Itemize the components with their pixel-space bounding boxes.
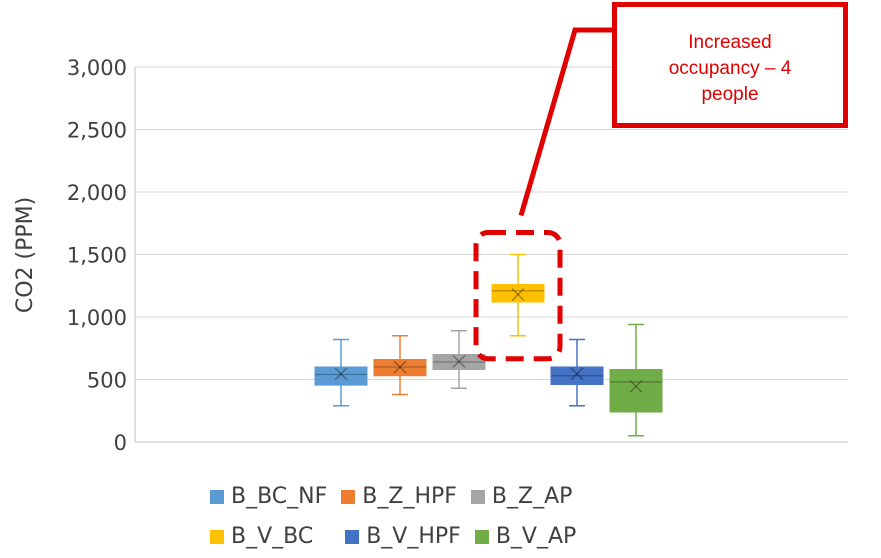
legend-label: B_V_AP [495,524,577,549]
legend-item: B_Z_HPF [341,484,457,509]
y-tick-label: 500 [87,369,127,393]
y-tick-label: 0 [114,431,127,455]
mean-marker [511,288,525,301]
boxes [314,253,663,437]
y-axis-label: CO2 (PPM) [13,197,38,313]
mean-marker [334,367,348,381]
mean-marker [393,360,407,374]
mean-marker [570,367,584,381]
legend-row-1: B_BC_NF B_Z_HPF B_Z_AP [210,484,572,509]
annotation-callout: Increased occupancy – 4 people [612,2,848,128]
mean-marker [629,379,643,393]
legend-label: B_V_HPF [366,524,461,549]
box-body [432,354,486,370]
mean-marker [452,354,466,368]
legend-label: B_Z_AP [491,484,573,509]
mean-marker [334,367,348,381]
mean-marker [629,379,643,393]
box-B_V_HPF [550,338,604,407]
y-tick-label: 2,000 [67,181,127,205]
box-B_V_BC [491,253,545,337]
legend-item: B_V_AP [474,524,577,549]
mean-marker [393,360,407,374]
legend-item: B_V_BC [210,524,313,549]
mean-marker [452,354,466,368]
annotation-layer [473,27,612,362]
legend-swatch [210,489,224,504]
axes: 0 500 1,000 1,500 2,000 2,500 3,000 [67,56,848,455]
legend-swatch [345,529,360,544]
legend-swatch [474,529,489,544]
box-body [491,284,545,303]
legend-swatch [210,529,224,544]
annotation-line: people [701,84,759,105]
y-tick-label: 1,000 [67,306,127,330]
legend-item: B_BC_NF [210,484,327,509]
annotation-line: occupancy – 4 [668,58,792,79]
legend-label: B_BC_NF [231,484,328,509]
box-body [550,366,604,385]
mean-marker [570,367,584,381]
legend-swatch [470,489,485,504]
y-tick-label: 2,500 [67,119,127,143]
box-B_Z_HPF [373,335,427,396]
annotation-line: Increased [688,32,772,53]
legend-label: B_Z_HPF [362,484,457,509]
annotation-highlight [473,230,563,362]
legend-item: B_Z_AP [470,484,573,509]
box-body [373,359,427,377]
box-body [314,366,368,386]
annotation-connector [518,27,612,217]
legend-row-2: B_V_BC B_V_HPF B_V_AP [210,524,576,549]
legend-item: B_V_HPF [345,524,461,549]
box-B_Z_AP [432,330,486,389]
legend-label: B_V_BC [231,524,314,549]
y-tick-label: 3,000 [67,56,127,80]
legend-swatch [341,489,356,504]
box-body [609,369,663,413]
box-B_V_AP [609,323,663,437]
box-B_BC_NF [314,338,368,407]
mean-marker [511,288,525,301]
y-tick-label: 1,500 [67,244,127,268]
